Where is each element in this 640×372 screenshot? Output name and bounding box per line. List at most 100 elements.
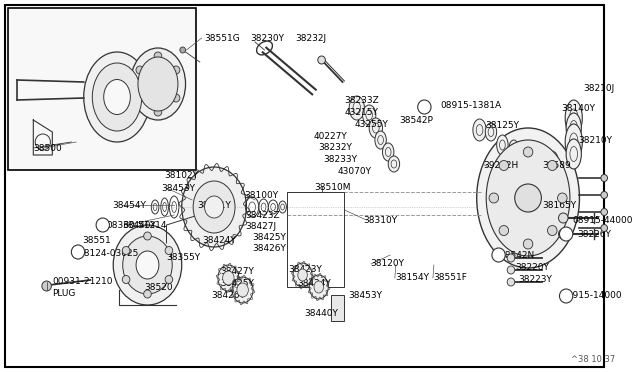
Text: 38453Y: 38453Y: [348, 291, 382, 299]
Ellipse shape: [375, 131, 387, 149]
Text: 38100Y: 38100Y: [244, 190, 278, 199]
Text: 38310Y: 38310Y: [364, 215, 397, 224]
Circle shape: [601, 174, 607, 182]
Ellipse shape: [298, 269, 307, 281]
Text: 38421Y: 38421Y: [197, 201, 231, 209]
Text: 38426Y: 38426Y: [252, 244, 286, 253]
Text: 38210Y: 38210Y: [579, 135, 612, 144]
Circle shape: [548, 225, 557, 235]
Circle shape: [143, 290, 151, 298]
Ellipse shape: [383, 143, 394, 161]
Circle shape: [492, 248, 505, 262]
Text: 38220Y: 38220Y: [516, 263, 550, 273]
Text: 38423Z: 38423Z: [246, 211, 280, 219]
Ellipse shape: [237, 283, 248, 297]
Text: 38233Y: 38233Y: [323, 154, 358, 164]
Text: 38453Y: 38453Y: [162, 183, 196, 192]
Circle shape: [136, 94, 143, 102]
Circle shape: [524, 239, 533, 249]
Text: 38210J: 38210J: [583, 83, 614, 93]
Text: 08360-51214: 08360-51214: [107, 221, 167, 230]
Ellipse shape: [565, 100, 582, 136]
Circle shape: [96, 218, 109, 232]
Circle shape: [418, 100, 431, 114]
Text: 40227Y: 40227Y: [314, 131, 348, 141]
Ellipse shape: [84, 52, 150, 142]
Text: 38140Y: 38140Y: [561, 103, 595, 112]
Text: 38426Y: 38426Y: [211, 292, 245, 301]
Circle shape: [507, 266, 515, 274]
Text: 38424Y: 38424Y: [203, 235, 236, 244]
Text: 43215Y: 43215Y: [344, 108, 378, 116]
Ellipse shape: [113, 225, 182, 305]
Text: 38425Y: 38425Y: [252, 232, 286, 241]
Circle shape: [524, 147, 533, 157]
Ellipse shape: [565, 124, 582, 160]
Circle shape: [318, 56, 325, 64]
Text: W: W: [495, 252, 502, 258]
Circle shape: [165, 247, 173, 254]
Ellipse shape: [520, 150, 531, 170]
Text: 08915-44000: 08915-44000: [573, 215, 634, 224]
Text: 38454Y: 38454Y: [112, 201, 146, 209]
Text: B: B: [76, 247, 81, 257]
Ellipse shape: [123, 236, 172, 294]
Circle shape: [172, 66, 180, 74]
Text: 38425Y: 38425Y: [221, 279, 255, 288]
Text: 38233Z: 38233Z: [344, 96, 379, 105]
Text: 38427J: 38427J: [246, 221, 276, 231]
Circle shape: [601, 208, 607, 215]
Ellipse shape: [369, 118, 383, 138]
Text: 38520: 38520: [145, 283, 173, 292]
Text: 38125Y: 38125Y: [485, 121, 519, 129]
Ellipse shape: [193, 181, 235, 233]
Text: 38165Y: 38165Y: [542, 201, 577, 209]
Ellipse shape: [223, 271, 234, 285]
Circle shape: [172, 94, 180, 102]
Circle shape: [72, 245, 84, 259]
Text: ^38 10 37: ^38 10 37: [571, 356, 615, 365]
Circle shape: [122, 247, 130, 254]
Ellipse shape: [314, 281, 323, 293]
Text: 38232Y: 38232Y: [319, 142, 353, 151]
Text: 38542P: 38542P: [399, 115, 433, 125]
Text: 38427Y: 38427Y: [221, 267, 255, 276]
Text: 38355Y: 38355Y: [166, 253, 200, 263]
Circle shape: [154, 52, 162, 60]
Circle shape: [559, 229, 568, 239]
Ellipse shape: [497, 135, 508, 155]
Text: 38551F: 38551F: [433, 273, 467, 282]
Ellipse shape: [205, 196, 223, 218]
Text: 08915-1381A: 08915-1381A: [440, 100, 502, 109]
Ellipse shape: [138, 57, 178, 111]
Circle shape: [489, 193, 499, 203]
Text: 38440Y: 38440Y: [305, 310, 339, 318]
Text: 38542N: 38542N: [500, 250, 535, 260]
Text: 43070Y: 43070Y: [338, 167, 372, 176]
Circle shape: [136, 66, 143, 74]
Ellipse shape: [232, 277, 253, 303]
Text: S: S: [100, 221, 105, 230]
Circle shape: [180, 47, 186, 53]
Ellipse shape: [477, 128, 579, 268]
Ellipse shape: [546, 163, 557, 181]
Text: 39232H: 39232H: [483, 160, 518, 170]
Circle shape: [149, 75, 166, 93]
Ellipse shape: [309, 275, 328, 299]
Circle shape: [507, 254, 515, 262]
Ellipse shape: [182, 167, 246, 247]
Ellipse shape: [293, 263, 312, 287]
Ellipse shape: [349, 96, 364, 120]
Ellipse shape: [218, 265, 239, 291]
Text: 38423Y: 38423Y: [288, 266, 322, 275]
Text: 38551: 38551: [83, 235, 111, 244]
Text: 38232J: 38232J: [295, 33, 326, 42]
Circle shape: [559, 213, 568, 223]
Ellipse shape: [362, 105, 376, 125]
Ellipse shape: [566, 113, 581, 143]
Circle shape: [42, 281, 51, 291]
Text: PLUG: PLUG: [52, 289, 76, 298]
Text: 38500: 38500: [33, 144, 62, 153]
Circle shape: [507, 278, 515, 286]
Bar: [8, 8, 196, 170]
